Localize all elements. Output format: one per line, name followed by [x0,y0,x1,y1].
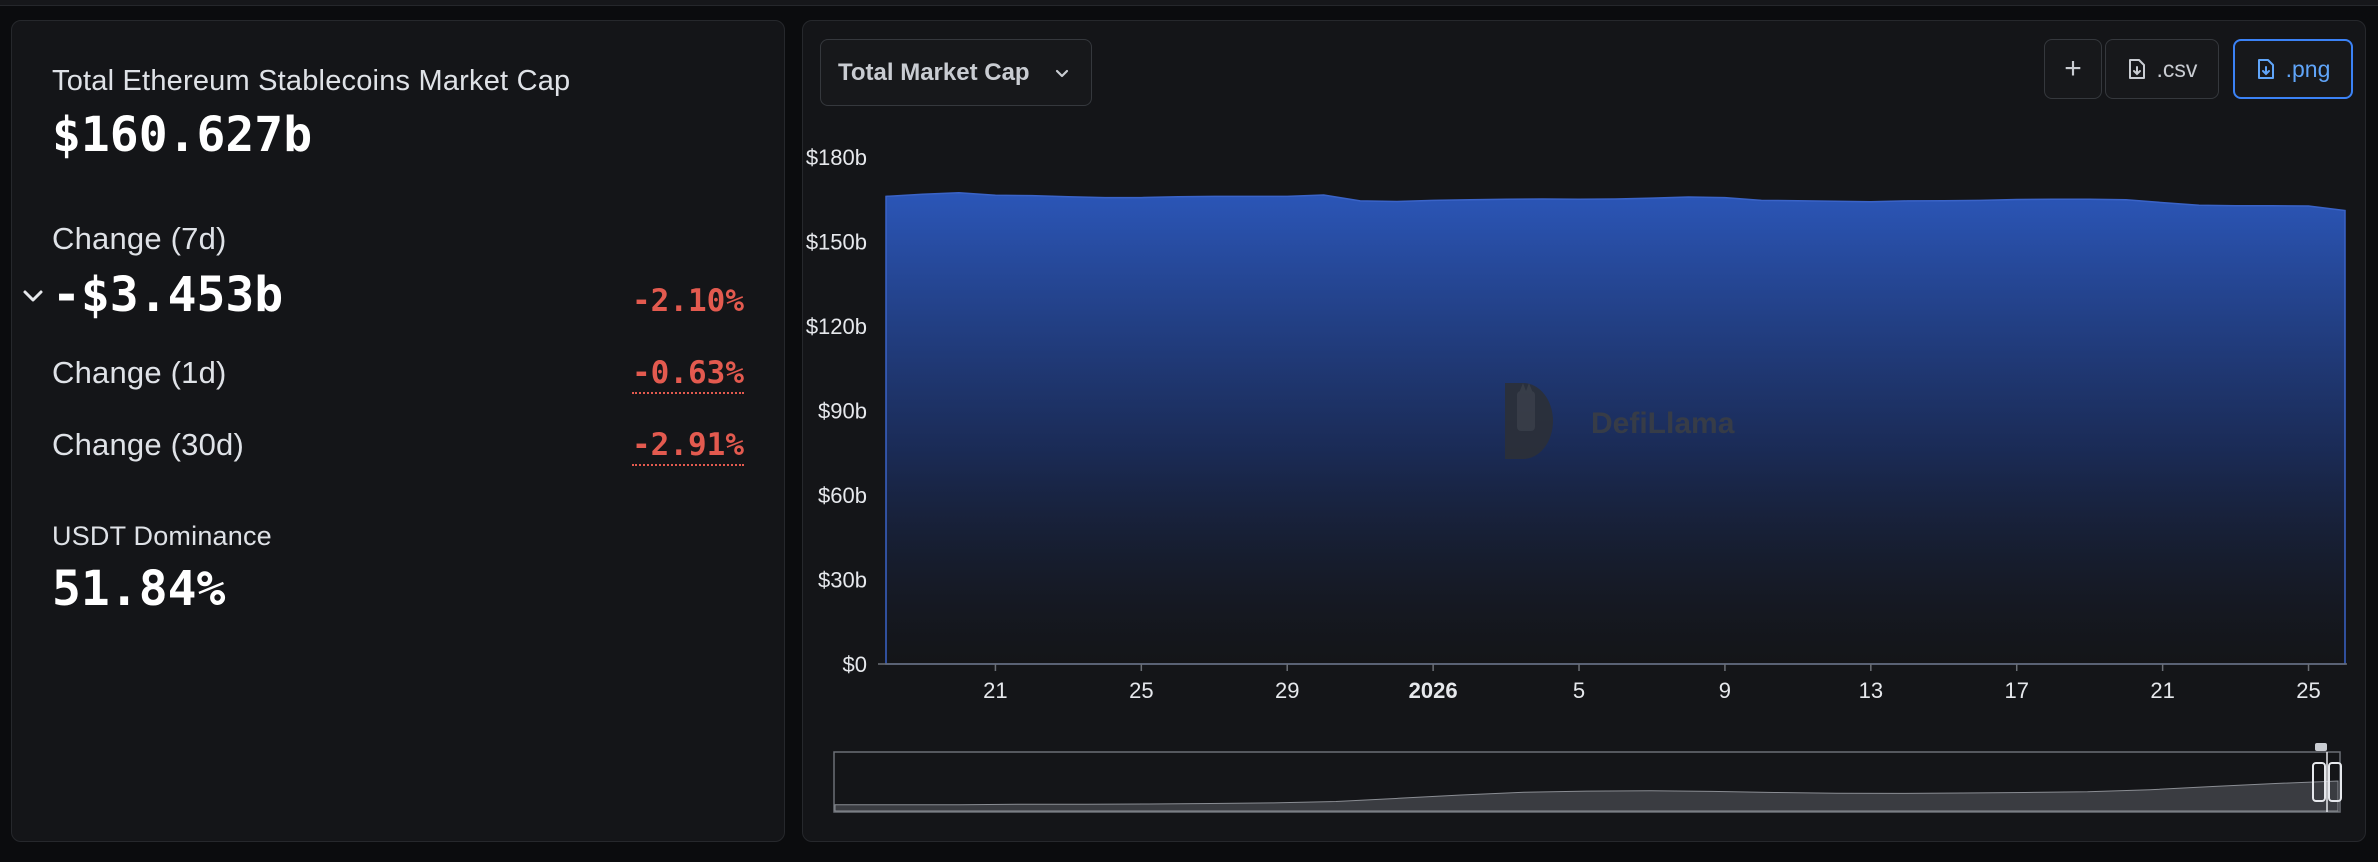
file-download-icon [2128,59,2145,79]
x-tick-label: 21 [983,678,1007,703]
total-mcap-label: Total Ethereum Stablecoins Market Cap [52,65,571,97]
file-download-icon [2257,59,2274,79]
download-png-button[interactable]: .png [2233,39,2353,99]
change-30d-pct[interactable]: -2.91% [632,427,744,466]
chart-type-dropdown[interactable]: Total Market Cap [820,39,1092,106]
watermark: DefiLlama [1505,383,1735,459]
download-csv-button[interactable]: .csv [2105,39,2219,99]
change-7d-label: Change (7d) [52,221,227,256]
x-axis: 21 25 29 2026 5 9 13 17 21 25 [983,664,2321,703]
x-tick-label: 2026 [1409,678,1458,703]
change-1d-label: Change (1d) [52,355,227,390]
total-mcap-value: $160.627b [52,107,313,163]
y-tick-label: $60b [818,483,867,508]
x-tick-label: 25 [1129,678,1153,703]
x-tick-label: 29 [1275,678,1299,703]
market-cap-chart[interactable]: $0 $30b $60b $90b $120b $150b $180b 21 25 29 2026… [803,21,2367,843]
x-tick-label: 17 [2004,678,2028,703]
change-30d-label: Change (30d) [52,427,244,462]
y-tick-label: $0 [843,652,867,677]
brush-handle[interactable] [2312,743,2342,812]
y-tick-label: $120b [806,314,867,339]
y-tick-label: $90b [818,399,867,424]
y-axis: $0 $30b $60b $90b $120b $150b $180b [806,145,867,677]
chevron-down-icon[interactable] [20,283,46,309]
chart-panel: Total Market Cap + .csv .png $0 $30b $60b $… [802,20,2366,842]
x-tick-label: 5 [1573,678,1585,703]
x-tick-label: 25 [2296,678,2320,703]
chevron-down-icon [1055,69,1069,78]
change-7d-pct: -2.10% [632,283,744,319]
llama-logo-icon [1505,383,1553,459]
stats-panel: Total Ethereum Stablecoins Market Cap $1… [11,20,785,842]
watermark-text: DefiLlama [1591,407,1735,440]
plus-icon: + [2064,52,2082,85]
dropdown-label: Total Market Cap [838,58,1030,86]
add-button[interactable]: + [2044,39,2102,99]
range-brush[interactable] [833,743,2342,813]
dominance-label: USDT Dominance [52,521,272,551]
y-tick-label: $30b [818,568,867,593]
market-cap-area [885,192,2346,665]
csv-label: .csv [2156,55,2198,82]
dominance-value: 51.84% [52,561,226,617]
y-tick-label: $180b [806,145,867,170]
change-7d-value: -$3.453b [52,267,284,323]
change-1d-pct[interactable]: -0.63% [632,355,744,394]
png-label: .png [2285,55,2331,82]
x-tick-label: 13 [1859,678,1883,703]
top-strip [0,0,2378,6]
brush-overview-area [834,780,2339,812]
x-tick-label: 21 [2150,678,2174,703]
y-tick-label: $150b [806,230,867,255]
x-tick-label: 9 [1719,678,1731,703]
